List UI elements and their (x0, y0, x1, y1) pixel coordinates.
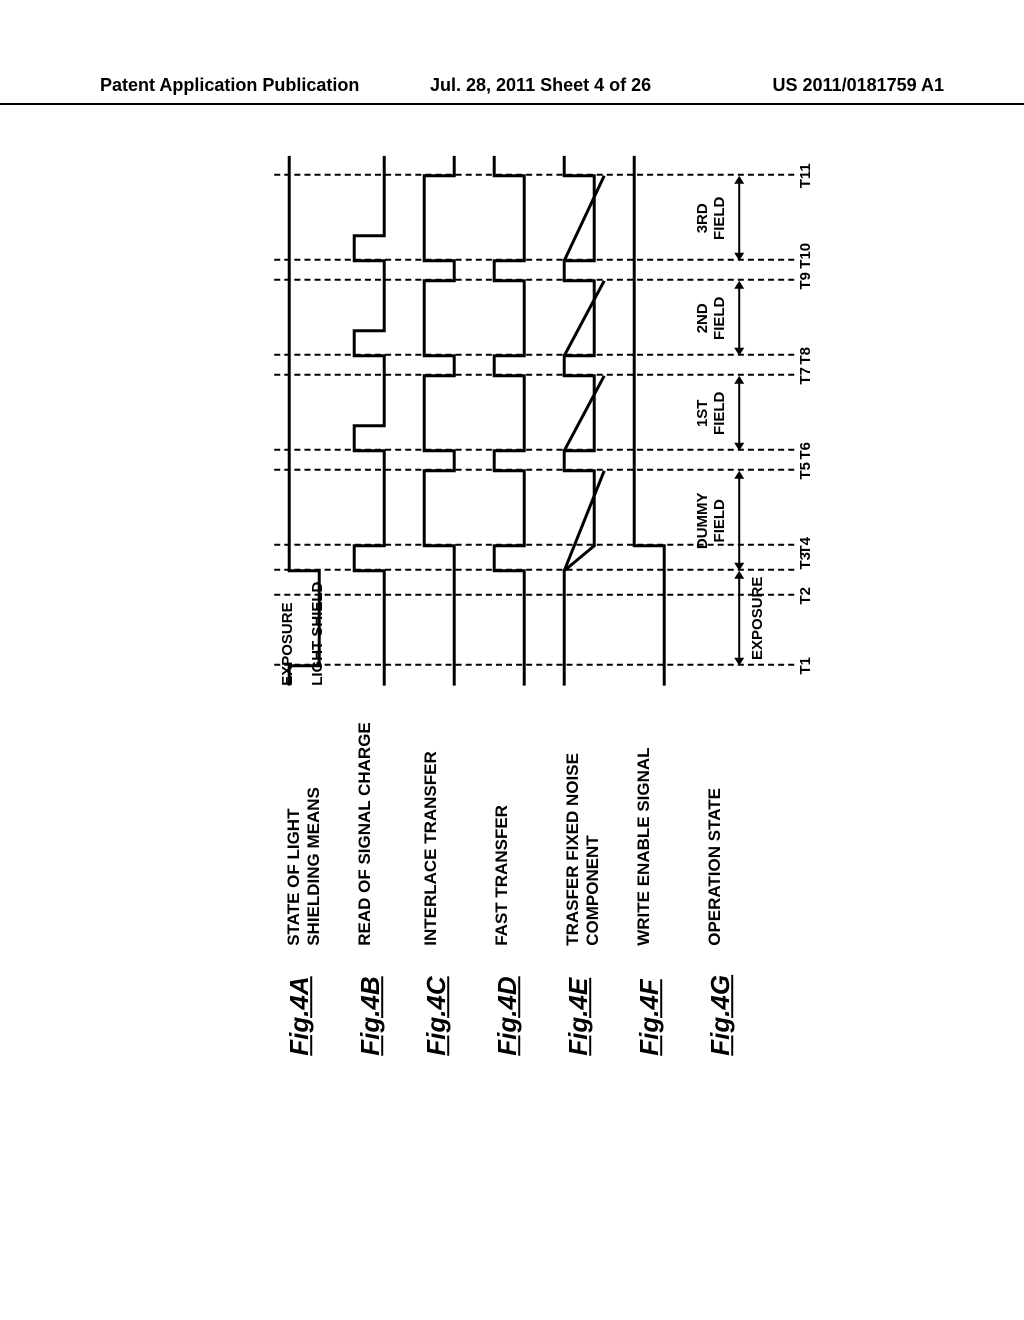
waveform-Fig.4E (554, 156, 609, 686)
signal-label-4f: WRITE ENABLE SIGNAL (634, 686, 654, 946)
time-label-T2: T2 (797, 587, 814, 605)
waveform-Fig.4A (274, 156, 329, 686)
time-label-T11: T11 (797, 163, 814, 188)
fig-label-4e: Fig.4E (563, 946, 594, 1056)
state-span-3 (729, 281, 749, 356)
time-label-T6: T6 (797, 442, 814, 460)
state-label-0: EXPOSURE (749, 577, 766, 660)
waveform-Fig.4F (624, 156, 679, 686)
fig-label-4c: Fig.4C (421, 946, 452, 1056)
fig-label-4b: Fig.4B (355, 946, 386, 1056)
state-span-4 (729, 176, 749, 261)
signal-label-4b: READ OF SIGNAL CHARGE (355, 686, 375, 946)
state-span-0 (729, 571, 749, 666)
signal-label-4d: FAST TRANSFER (492, 686, 512, 946)
header-left: Patent Application Publication (100, 75, 359, 96)
timing-diagram: EXPOSURE DUMMY FIELD 1ST FIELD 2ND FIELD 3RD… (274, 156, 834, 686)
state-span-1 (729, 471, 749, 571)
signal-label-4a: STATE OF LIGHT SHIELDING MEANS (284, 686, 325, 946)
waveform-Fig.4C (414, 156, 469, 686)
time-label-T4: T4 (797, 537, 814, 555)
time-label-T7: T7 (797, 367, 814, 385)
header-right: US 2011/0181759 A1 (773, 75, 944, 96)
figure-main: Fig.4A STATE OF LIGHT SHIELDING MEANS EX… (284, 156, 736, 1056)
time-label-T5: T5 (797, 462, 814, 480)
fig-label-4f: Fig.4F (634, 946, 665, 1056)
signal-label-4g: OPERATION STATE (705, 686, 725, 946)
signal-label-4a-text: STATE OF LIGHT SHIELDING MEANS (284, 686, 325, 946)
time-label-T10: T10 (797, 243, 814, 269)
fig-label-4a: Fig.4A (284, 946, 315, 1056)
state-label-1: DUMMY FIELD (694, 492, 728, 549)
state-label-2: 1ST FIELD (694, 392, 728, 435)
signal-label-4e: TRASFER FIXED NOISE COMPONENT (563, 686, 604, 946)
fig-label-4d: Fig.4D (492, 946, 523, 1056)
signal-label-4c: INTERLACE TRANSFER (421, 686, 441, 946)
state-label-3: 2ND FIELD (694, 297, 728, 340)
time-label-T3: T3 (797, 552, 814, 570)
waveform-Fig.4B (344, 156, 399, 686)
fig-label-4g: Fig.4G (705, 946, 736, 1056)
header-center: Jul. 28, 2011 Sheet 4 of 26 (430, 75, 651, 96)
state-span-2 (729, 376, 749, 451)
time-label-T9: T9 (797, 272, 814, 290)
state-label-4: 3RD FIELD (694, 197, 728, 240)
time-label-T1: T1 (797, 657, 814, 675)
page-header: Patent Application Publication Jul. 28, … (0, 75, 1024, 105)
waveform-Fig.4D (484, 156, 539, 686)
time-label-T8: T8 (797, 347, 814, 365)
